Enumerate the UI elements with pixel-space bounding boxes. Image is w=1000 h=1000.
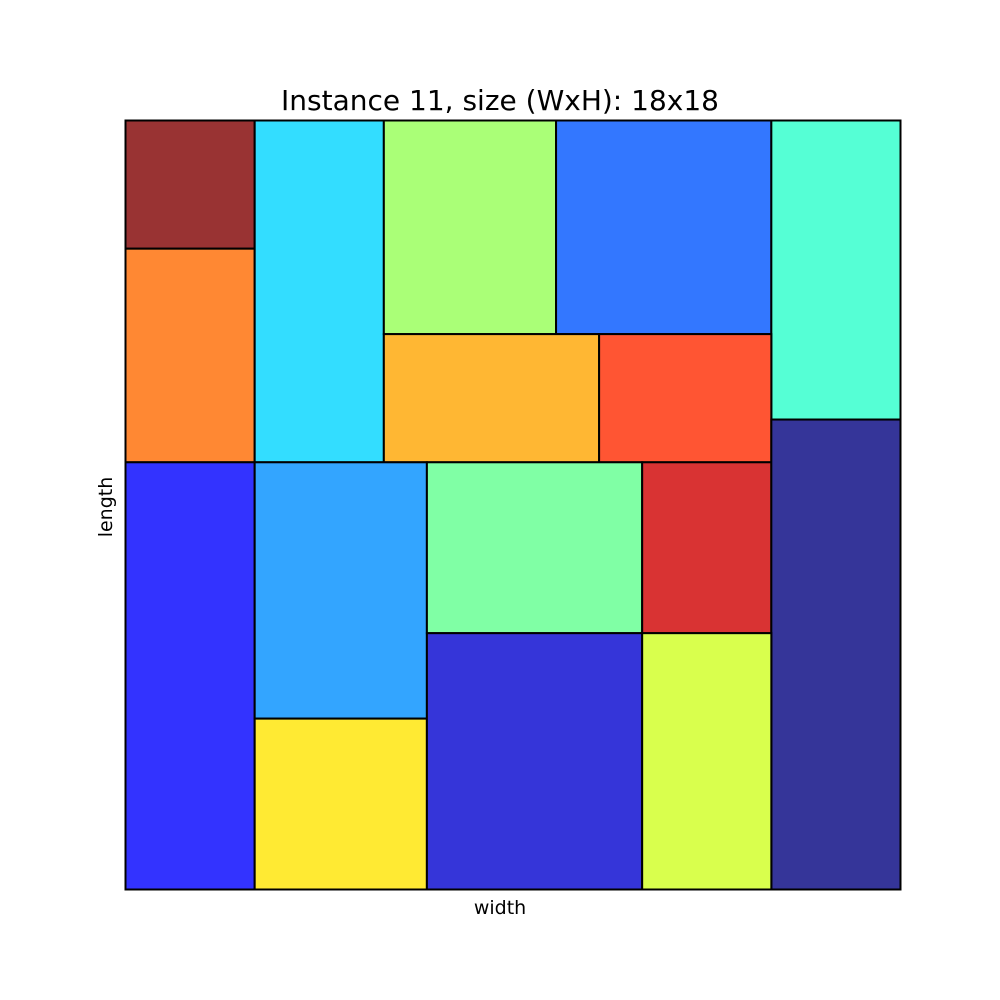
piece-15: [425, 632, 644, 891]
pieces-layer: [124, 119, 902, 891]
piece-4: [382, 119, 558, 336]
piece-6: [770, 119, 902, 421]
x-axis-label: width: [473, 897, 527, 919]
piece-10: [253, 461, 428, 720]
piece-9: [124, 461, 256, 891]
sheet-border: [124, 119, 902, 891]
piece-5: [555, 119, 773, 336]
piece-1: [124, 119, 256, 250]
piece-11: [425, 461, 644, 635]
chart-title: Instance 11, size (WxH): 18x18: [281, 84, 719, 117]
piece-2: [124, 247, 256, 464]
piece-3: [253, 119, 385, 464]
y-axis-label: length: [95, 476, 117, 538]
piece-13: [770, 418, 902, 891]
piece-14: [253, 717, 428, 891]
piece-12: [641, 461, 773, 635]
piece-16: [641, 632, 773, 891]
piece-8: [598, 333, 773, 464]
piece-7: [382, 333, 601, 464]
